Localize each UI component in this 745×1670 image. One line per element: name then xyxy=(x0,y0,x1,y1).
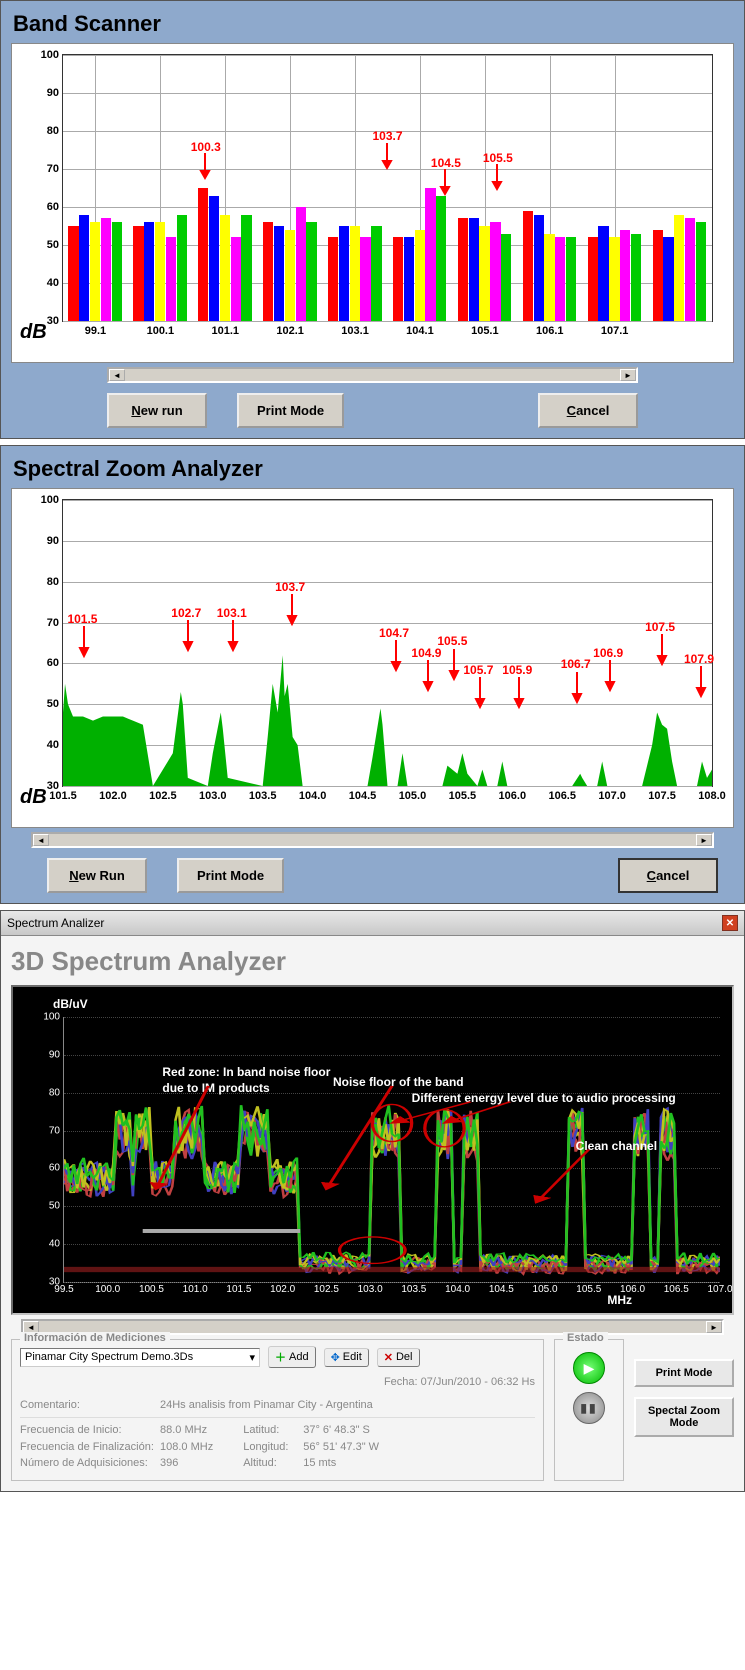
band-scanner-scrollbar[interactable]: ◄ ► xyxy=(107,367,638,383)
estado-legend: Estado xyxy=(563,1332,608,1344)
spectral-zoom-ylabel: dB xyxy=(20,786,47,809)
window-title: Spectrum Analizer xyxy=(7,916,104,930)
edit-button[interactable]: ✥Edit xyxy=(324,1348,369,1367)
scroll-right-icon[interactable]: ► xyxy=(620,369,636,381)
alt-value: 15 mts xyxy=(303,1457,336,1469)
file-combo[interactable]: Pinamar City Spectrum Demo.3Ds ▾ xyxy=(20,1348,260,1367)
new-run-button[interactable]: New run xyxy=(107,393,207,428)
info-legend: Información de Mediciones xyxy=(20,1332,170,1344)
scroll-left-icon[interactable]: ◄ xyxy=(33,834,49,846)
band-scanner-panel: Band Scanner dB 3040506070809010099.1100… xyxy=(0,0,745,439)
scroll-right-icon[interactable]: ► xyxy=(696,834,712,846)
freq-ini-value: 88.0 MHz xyxy=(160,1424,207,1436)
lat-value: 37° 6' 48.3" S xyxy=(303,1424,370,1436)
nadq-value: 396 xyxy=(160,1457,178,1469)
spectral-zoom-scrollbar[interactable]: ◄ ► xyxy=(31,832,714,848)
close-icon[interactable]: ✕ xyxy=(722,915,738,931)
lat-label: Latitud: xyxy=(243,1422,303,1439)
band-scanner-chart: dB 3040506070809010099.1100.1101.1102.11… xyxy=(11,43,734,363)
alt-label: Altitud: xyxy=(243,1455,303,1472)
spectral-zoom-panel: Spectral Zoom Analyzer dB 30405060708090… xyxy=(0,445,745,904)
play-button[interactable]: ▶ xyxy=(573,1352,605,1384)
pause-icon: ▮▮ xyxy=(580,1401,597,1415)
analyzer3d-chart: dB/uV MHz 3040506070809010099.5100.0100.… xyxy=(11,985,734,1315)
scroll-right-icon[interactable]: ► xyxy=(706,1321,722,1333)
del-button[interactable]: ✕Del xyxy=(377,1348,420,1367)
measurement-info-fieldset: Información de Mediciones Pinamar City S… xyxy=(11,1339,544,1481)
cancel-button[interactable]: Cancel xyxy=(538,393,638,428)
add-button[interactable]: ＋Add xyxy=(268,1346,316,1368)
chevron-down-icon: ▾ xyxy=(249,1351,255,1364)
band-scanner-title: Band Scanner xyxy=(13,11,738,37)
lon-label: Longitud: xyxy=(243,1439,303,1456)
spectral-zoom-mode-button[interactable]: Spectal Zoom Mode xyxy=(634,1397,734,1437)
pause-button[interactable]: ▮▮ xyxy=(573,1392,605,1424)
comment-value: 24Hs analisis from Pinamar City - Argent… xyxy=(160,1399,373,1411)
print-mode-button[interactable]: Print Mode xyxy=(177,858,284,893)
spectral-zoom-title: Spectral Zoom Analyzer xyxy=(13,456,738,482)
play-icon: ▶ xyxy=(584,1360,595,1377)
lon-value: 56° 51' 47.3" W xyxy=(303,1441,379,1453)
window-titlebar[interactable]: Spectrum Analizer ✕ xyxy=(1,911,744,936)
band-scanner-ylabel: dB xyxy=(20,321,47,344)
spectrum-analyzer-window: Spectrum Analizer ✕ 3D Spectrum Analyzer… xyxy=(0,910,745,1492)
analyzer3d-ylabel: dB/uV xyxy=(53,997,88,1011)
fecha-label: Fecha: xyxy=(384,1376,418,1388)
fecha-value: 07/Jun/2010 - 06:32 Hs xyxy=(421,1376,535,1388)
new-run-button[interactable]: New Run xyxy=(47,858,147,893)
scroll-left-icon[interactable]: ◄ xyxy=(109,369,125,381)
delete-icon: ✕ xyxy=(384,1351,393,1364)
estado-fieldset: Estado ▶ ▮▮ xyxy=(554,1339,624,1481)
print-mode-button[interactable]: Print Mode xyxy=(237,393,344,428)
freq-fin-value: 108.0 MHz xyxy=(160,1441,213,1453)
analyzer3d-title: 3D Spectrum Analyzer xyxy=(11,946,734,977)
edit-icon: ✥ xyxy=(331,1351,340,1364)
cancel-button[interactable]: Cancel xyxy=(618,858,718,893)
print-mode-button[interactable]: Print Mode xyxy=(634,1359,734,1387)
analyzer3d-xlabel: MHz xyxy=(607,1293,632,1307)
plus-icon: ＋ xyxy=(275,1349,286,1365)
nadq-label: Número de Adquisiciones: xyxy=(20,1455,160,1472)
comment-label: Comentario: xyxy=(20,1397,160,1414)
file-combo-value: Pinamar City Spectrum Demo.3Ds xyxy=(25,1351,193,1364)
freq-fin-label: Frecuencia de Finalización: xyxy=(20,1439,160,1456)
spectral-zoom-chart: dB 30405060708090100101.5102.0102.5103.0… xyxy=(11,488,734,828)
freq-ini-label: Frecuencia de Inicio: xyxy=(20,1422,160,1439)
